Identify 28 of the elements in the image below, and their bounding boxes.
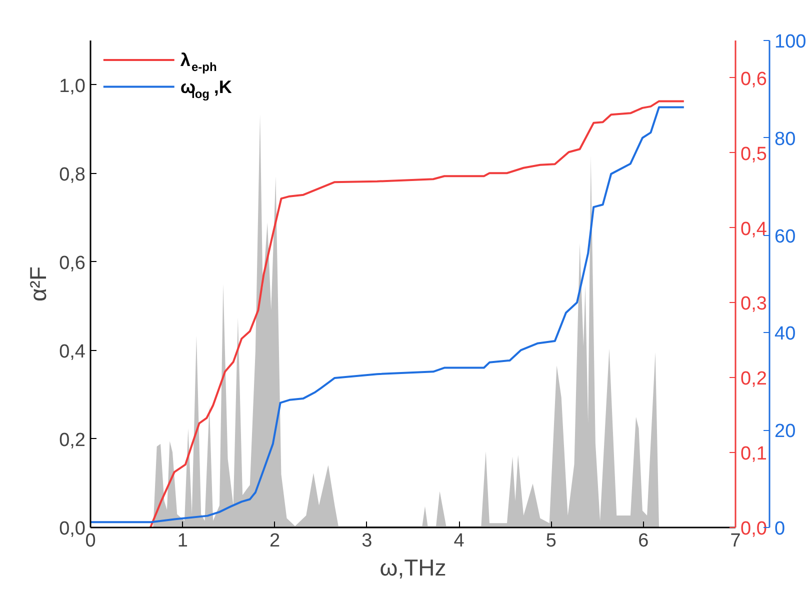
y-axis-title: α²F [25, 266, 52, 302]
x-tick-label: 7 [730, 530, 741, 552]
x-tick-label: 4 [454, 530, 465, 552]
y2-tick-label: 0,5 [740, 144, 767, 165]
y-tick-label: 0,8 [59, 164, 86, 186]
x-axis-title: ω,THz [380, 554, 446, 580]
y3-tick-label: 60 [774, 226, 796, 248]
x-tick-label: 2 [270, 530, 280, 552]
y-tick-label: 0,2 [59, 430, 86, 451]
y3-tick-label: 20 [774, 421, 796, 442]
y2-tick-label: 0,6 [740, 68, 767, 90]
x-tick-label: 3 [362, 530, 372, 552]
x-tick-label: 6 [638, 530, 649, 552]
y2-tick-label: 0,2 [740, 368, 767, 390]
y2-tick-label: 0,3 [740, 294, 767, 315]
x-tick-label: 5 [546, 530, 557, 552]
y2-tick-label: 0,0 [740, 518, 767, 540]
y2-tick-label: 0,1 [740, 444, 767, 465]
y-tick-label: 0,6 [59, 252, 86, 274]
y2-tick-label: 0,4 [740, 218, 768, 240]
x-tick-label: 0 [85, 530, 96, 552]
y3-tick-label: 40 [774, 324, 796, 345]
y3-tick-label: 100 [774, 32, 806, 52]
y-tick-label: 1,0 [59, 76, 86, 97]
y-tick-label: 0,0 [59, 518, 86, 540]
x-tick-label: 1 [177, 530, 188, 552]
y-tick-label: 0,4 [59, 341, 86, 362]
y3-tick-label: 80 [774, 128, 796, 150]
